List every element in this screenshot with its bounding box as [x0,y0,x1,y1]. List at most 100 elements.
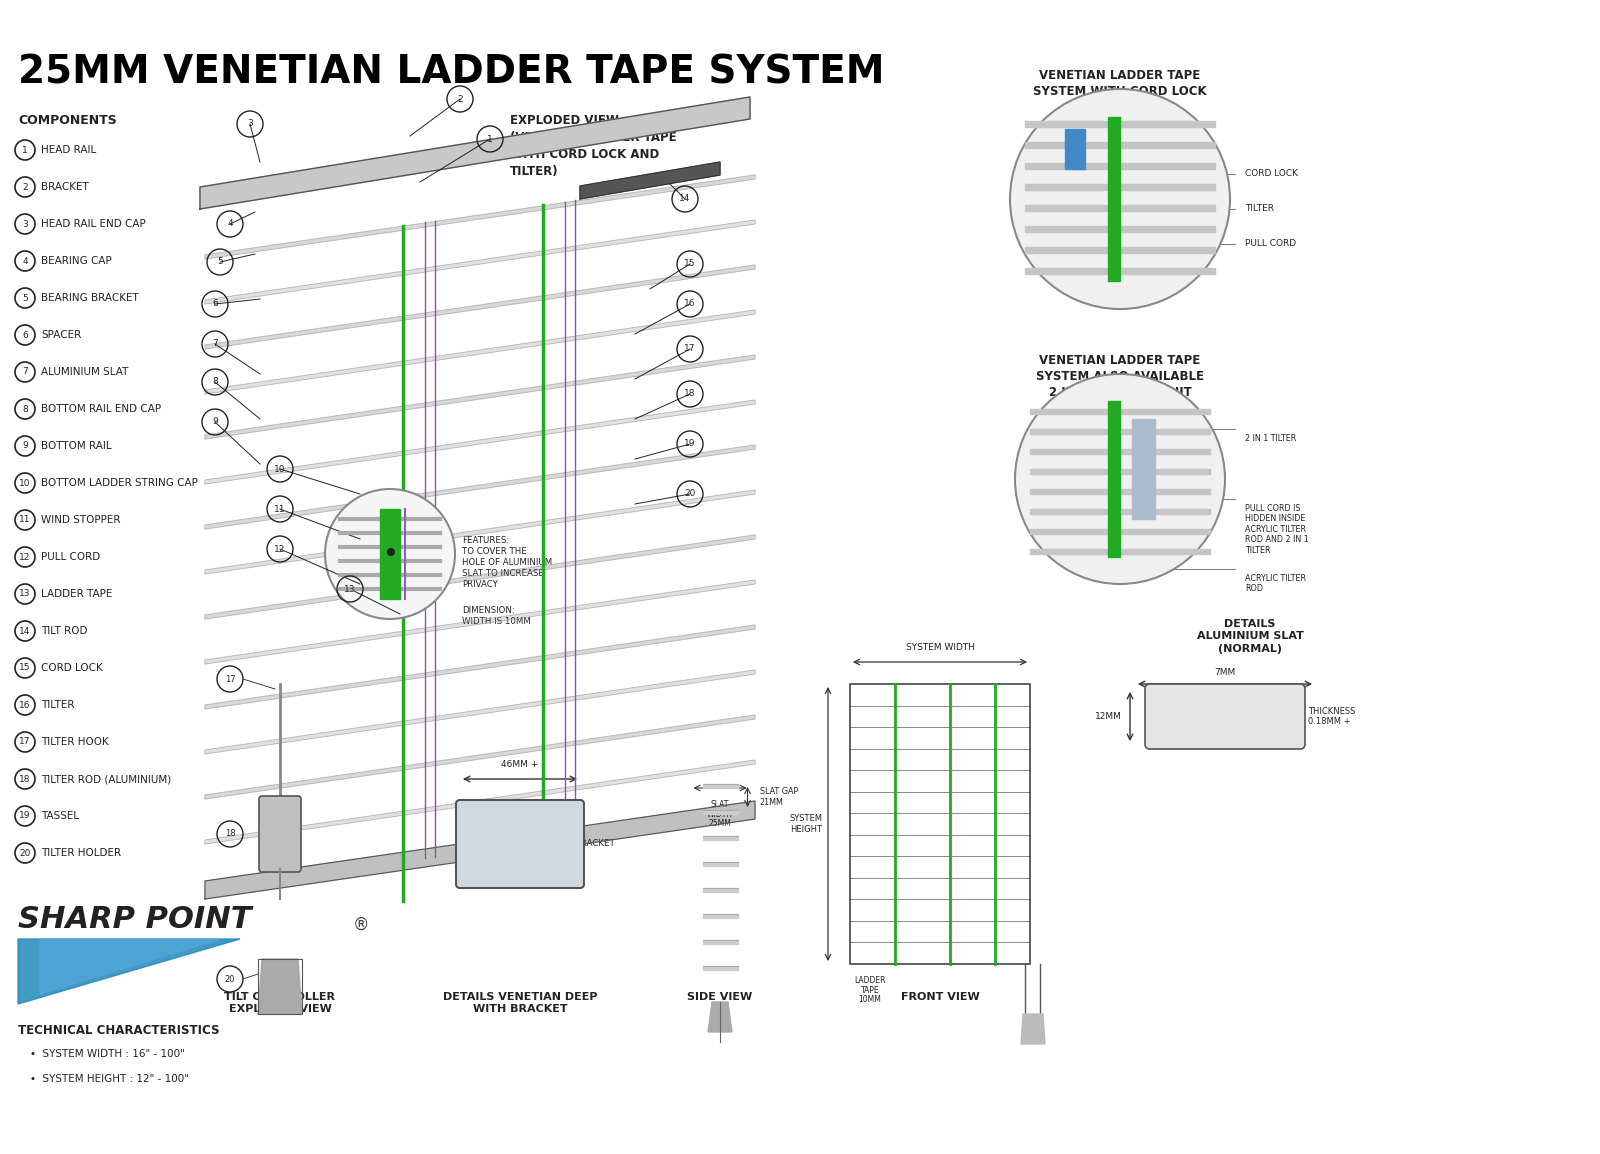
Polygon shape [18,939,240,1004]
Text: 7: 7 [22,367,27,376]
Polygon shape [1026,183,1214,190]
Polygon shape [205,760,755,844]
Text: COMPONENTS: COMPONENTS [18,114,117,127]
Text: PULL CORD IS
HIDDEN INSIDE
ACRYLIC TILTER
ROD AND 2 IN 1
TILTER: PULL CORD IS HIDDEN INSIDE ACRYLIC TILTE… [1245,504,1309,555]
Text: VENETIAN LADDER TAPE
SYSTEM WITH CORD LOCK
AND TILTER: VENETIAN LADDER TAPE SYSTEM WITH CORD LO… [1034,69,1206,114]
Text: 8: 8 [22,405,27,413]
Text: 2: 2 [22,182,27,192]
Text: SYSTEM WIDTH: SYSTEM WIDTH [906,643,974,652]
Polygon shape [205,625,755,709]
Text: 4: 4 [22,256,27,265]
Circle shape [1014,374,1226,584]
Polygon shape [1107,400,1120,557]
Text: TILTER HOOK: TILTER HOOK [42,737,109,747]
Text: ALUMINIUM SLAT: ALUMINIUM SLAT [42,367,128,377]
Polygon shape [1026,247,1214,253]
Text: 18: 18 [224,830,235,839]
Text: 7MM: 7MM [1214,668,1235,677]
Text: 8: 8 [213,377,218,387]
Text: DETAILS VENETIAN DEEP
WITH BRACKET: DETAILS VENETIAN DEEP WITH BRACKET [443,992,597,1014]
Text: 3: 3 [22,219,27,228]
Text: ®: ® [354,916,370,934]
Polygon shape [702,810,738,814]
Text: 5: 5 [218,257,222,267]
Text: 18: 18 [19,774,30,784]
Polygon shape [702,887,738,892]
Text: 13: 13 [19,590,30,599]
Text: PULL CORD: PULL CORD [42,552,101,562]
Polygon shape [707,1002,733,1032]
Text: TILT CONTROLLER
EXPLODED VIEW: TILT CONTROLLER EXPLODED VIEW [224,992,336,1014]
Text: 4: 4 [227,219,234,228]
Text: 9: 9 [213,418,218,427]
Polygon shape [205,310,755,394]
Polygon shape [1030,489,1210,494]
Text: BOTTOM LADDER STRING CAP: BOTTOM LADDER STRING CAP [42,478,198,488]
Polygon shape [1030,529,1210,534]
Text: 13: 13 [344,584,355,593]
Text: THICKNESS
0.18MM +: THICKNESS 0.18MM + [1309,706,1355,726]
Polygon shape [702,835,738,840]
FancyBboxPatch shape [259,796,301,872]
Text: TILTER: TILTER [42,700,75,710]
Polygon shape [1026,163,1214,168]
Polygon shape [1030,549,1210,554]
Text: SHARP POINT: SHARP POINT [18,905,251,934]
Text: 12: 12 [274,545,286,554]
Text: SLAT GAP
21MM: SLAT GAP 21MM [760,787,798,807]
Text: 19: 19 [19,811,30,820]
Circle shape [325,489,454,619]
Polygon shape [40,939,221,994]
Text: 16: 16 [685,300,696,308]
Text: SPACER: SPACER [42,330,82,340]
FancyBboxPatch shape [456,800,584,887]
Text: HEAD RAIL: HEAD RAIL [42,145,96,155]
Polygon shape [579,162,720,198]
Text: 19: 19 [685,440,696,449]
Polygon shape [1030,449,1210,454]
Text: 1: 1 [486,135,493,143]
Text: 3: 3 [246,120,253,128]
Polygon shape [1026,226,1214,232]
Text: 17: 17 [19,737,30,747]
Text: 18: 18 [685,390,696,398]
Polygon shape [1021,1014,1045,1044]
Text: 15: 15 [19,664,30,673]
Polygon shape [200,97,750,209]
Polygon shape [205,220,755,304]
Text: 25MM VENETIAN LADDER TAPE SYSTEM: 25MM VENETIAN LADDER TAPE SYSTEM [18,54,885,92]
Text: FRONT VIEW: FRONT VIEW [901,992,979,1002]
Polygon shape [702,941,738,944]
Polygon shape [1030,509,1210,514]
Text: ACRYLIC TILTER
ROD: ACRYLIC TILTER ROD [1245,574,1306,593]
Text: 10: 10 [274,465,286,473]
Text: •  SYSTEM WIDTH : 16" - 100": • SYSTEM WIDTH : 16" - 100" [30,1049,186,1059]
Polygon shape [205,355,755,439]
Text: DETAILS
ALUMINIUM SLAT
(NORMAL): DETAILS ALUMINIUM SLAT (NORMAL) [1197,619,1304,654]
Text: SIDE VIEW: SIDE VIEW [688,992,752,1002]
Polygon shape [1030,469,1210,474]
Text: 11: 11 [274,504,286,514]
Text: TASSEL: TASSEL [42,811,78,820]
Text: 7: 7 [213,339,218,349]
Text: 5: 5 [22,293,27,302]
Text: 2: 2 [458,95,462,104]
Circle shape [1010,89,1230,309]
Polygon shape [381,509,400,599]
Polygon shape [205,265,755,349]
Text: 6: 6 [22,330,27,339]
Text: 12: 12 [19,553,30,562]
Text: TILTER: TILTER [1245,204,1274,213]
Text: EXPLODED VIEW
(VENETIAN LADDER TAPE
WITH CORD LOCK AND
TILTER): EXPLODED VIEW (VENETIAN LADDER TAPE WITH… [510,114,677,178]
Text: 1: 1 [22,145,27,155]
Polygon shape [1107,117,1120,282]
Polygon shape [205,400,755,484]
Text: 16: 16 [19,700,30,710]
Polygon shape [258,959,302,1014]
Polygon shape [205,445,755,529]
Text: BRACKET: BRACKET [574,839,614,848]
Text: 46MM +: 46MM + [501,760,539,769]
Text: 10: 10 [19,479,30,487]
Text: 17: 17 [685,345,696,353]
Polygon shape [702,914,738,917]
